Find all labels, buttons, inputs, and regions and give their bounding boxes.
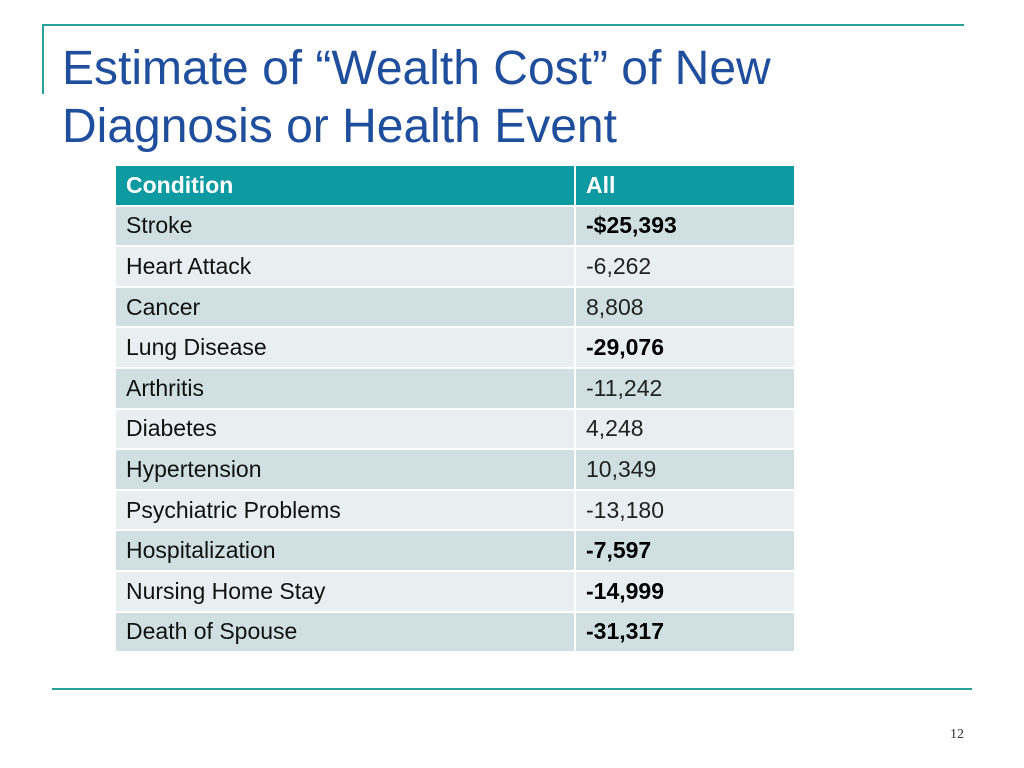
table-row: Cancer 8,808 [116,287,794,329]
bottom-divider [52,688,972,690]
table-row: Diabetes 4,248 [116,409,794,451]
table-row: Heart Attack -6,262 [116,247,794,288]
left-accent-bar [42,24,44,94]
value-cell: -$25,393 [576,206,794,248]
condition-cell: Stroke [116,206,576,248]
condition-cell: Diabetes [116,409,576,451]
value-cell: 4,248 [576,409,794,451]
value-cell: 8,808 [576,287,794,329]
top-divider [42,24,964,26]
table-row: Arthritis -11,242 [116,368,794,410]
table-row: Death of Spouse -31,317 [116,612,794,654]
condition-cell: Hypertension [116,450,576,491]
table-row: Nursing Home Stay -14,999 [116,571,794,613]
value-cell: -31,317 [576,612,794,654]
condition-cell: Nursing Home Stay [116,571,576,613]
table-row: Psychiatric Problems -13,180 [116,490,794,532]
value-cell: -11,242 [576,368,794,410]
wealth-cost-table: Condition All Stroke -$25,393 Heart Atta… [116,166,794,654]
slide-title: Estimate of “Wealth Cost” of New Diagnos… [62,40,962,156]
table-row: Hypertension 10,349 [116,450,794,491]
value-cell: -13,180 [576,490,794,532]
value-cell: -6,262 [576,247,794,288]
condition-cell: Death of Spouse [116,612,576,654]
value-cell: -29,076 [576,328,794,369]
condition-cell: Arthritis [116,368,576,410]
condition-cell: Heart Attack [116,247,576,288]
table-header-row: Condition All [116,166,794,207]
condition-cell: Hospitalization [116,531,576,572]
column-header-condition: Condition [116,166,576,207]
value-cell: -7,597 [576,531,794,572]
slide-title-line-2: Diagnosis or Health Event [62,100,617,153]
table-row: Stroke -$25,393 [116,206,794,248]
slide-title-line-1: Estimate of “Wealth Cost” of New [62,42,771,95]
condition-cell: Cancer [116,287,576,329]
condition-cell: Psychiatric Problems [116,490,576,532]
value-cell: 10,349 [576,450,794,491]
table-row: Lung Disease -29,076 [116,328,794,369]
condition-cell: Lung Disease [116,328,576,369]
value-cell: -14,999 [576,571,794,613]
page-number: 12 [950,727,964,742]
column-header-all: All [576,166,794,207]
table-row: Hospitalization -7,597 [116,531,794,572]
